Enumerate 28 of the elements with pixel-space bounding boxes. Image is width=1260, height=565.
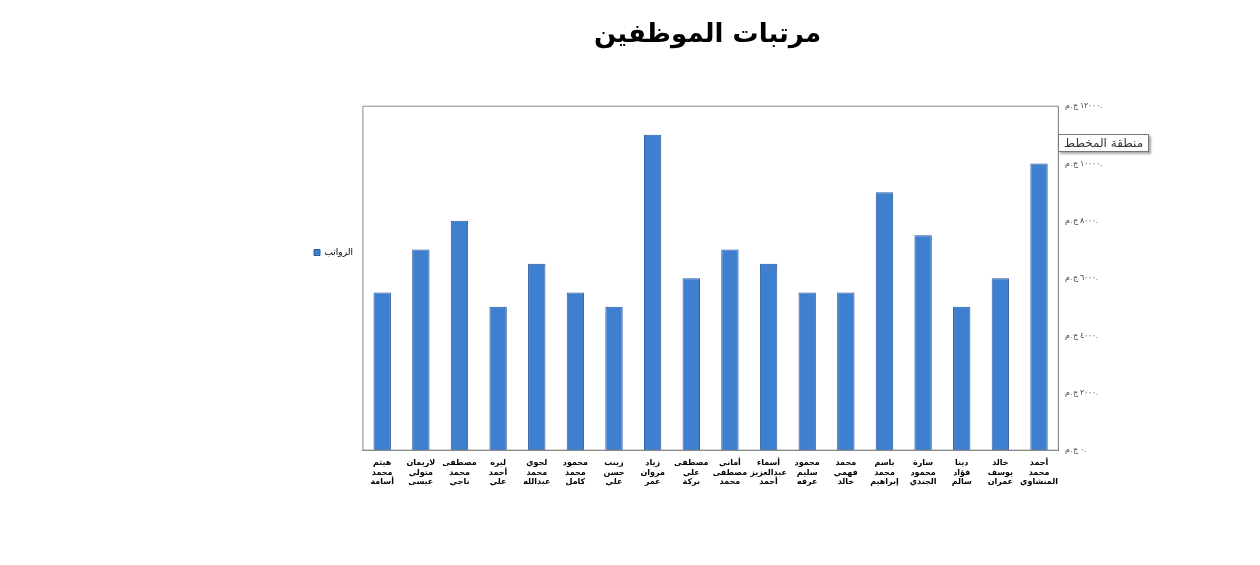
y-tick-label: ٤٠٠٠ ج.م.: [1065, 330, 1099, 340]
y-tick-label: ٨٠٠٠ ج.م.: [1065, 216, 1099, 226]
y-tick-label: ١٠٠٠٠ ج.م.: [1065, 158, 1103, 168]
x-tick-label: مصطفى علي بركة: [674, 458, 709, 487]
x-tick-label: لجوي محمد عبدالله: [523, 458, 551, 487]
x-tick-label: محمد فهمي خالد: [833, 458, 858, 487]
x-tick-label: أماني مصطفى محمد: [712, 457, 748, 487]
x-tick-label: سارة محمود الجندي: [909, 458, 937, 487]
x-tick-label: دينا فؤاد سالم: [951, 458, 972, 487]
x-tick-label: ليره أحمد علي: [488, 458, 508, 487]
x-tick-label: محمود سليم عرفه: [794, 458, 820, 487]
chart-title: مرتبات الموظفين: [593, 18, 822, 50]
y-tick-label: ٦٠٠٠ ج.م.: [1065, 273, 1099, 283]
x-tick-label: خالد يوسف عمران: [987, 458, 1014, 487]
x-tick-label: باسم محمد إبراهيم: [870, 458, 899, 487]
y-tick-label: ١٢٠٠٠ ج.م.: [1065, 101, 1103, 111]
x-tick-label: مصطفى محمد ناجي: [442, 458, 477, 487]
x-tick-label: محمود محمد كامل: [562, 458, 589, 487]
x-tick-label: زينب حسن علي: [603, 458, 625, 487]
y-tick-label: ٠ ج.م.: [1065, 445, 1087, 455]
y-tick-label: ٢٠٠٠ ج.م.: [1065, 388, 1099, 398]
x-tick-label: أسماء عبدالعزيز أحمد: [749, 457, 787, 487]
text: منطقة المخطط: [1058, 134, 1150, 152]
x-tick-label: لاريمان متولي عيسى: [406, 458, 436, 487]
x-tick-label: أحمد محمد المنشاوي: [1020, 457, 1059, 487]
x-tick-label: زياد مروان عمر: [640, 458, 665, 487]
x-tick-label: هيثم محمد أسامة: [370, 458, 395, 487]
legend-label: الرواتب: [324, 246, 353, 257]
